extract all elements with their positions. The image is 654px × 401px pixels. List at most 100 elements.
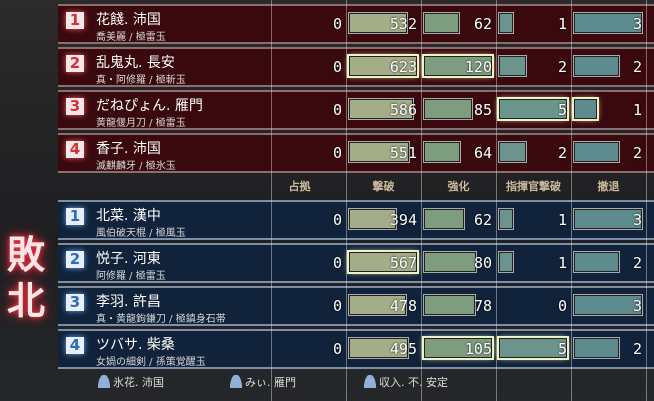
stat-retreat: 3 bbox=[571, 6, 646, 42]
rank-badge: 1 bbox=[66, 208, 84, 225]
stat-retreat: 2 bbox=[571, 245, 646, 281]
commander-kills-value: 0 bbox=[557, 297, 567, 315]
commander-kills-bar bbox=[498, 251, 514, 273]
retreat-bar bbox=[573, 251, 620, 273]
retreat-value: 2 bbox=[632, 254, 642, 272]
stat-boost: 62 bbox=[421, 202, 496, 238]
kills-value: 623 bbox=[389, 58, 417, 76]
stat-retreat: 3 bbox=[571, 288, 646, 324]
stat-capture: 0 bbox=[271, 49, 346, 85]
user-icon bbox=[98, 375, 110, 388]
retreat-bar bbox=[573, 55, 620, 77]
commander-kills-bar bbox=[498, 141, 527, 163]
commander-kills-bar bbox=[498, 208, 514, 230]
kills-bar bbox=[348, 208, 397, 230]
capture-value: 0 bbox=[332, 254, 342, 272]
user-icon bbox=[364, 375, 376, 388]
kills-bar bbox=[348, 337, 409, 359]
boost-value: 85 bbox=[473, 101, 492, 119]
kills-bar bbox=[348, 141, 410, 163]
stat-commander-kills: 1 bbox=[496, 245, 571, 281]
stat-capture: 0 bbox=[271, 288, 346, 324]
player-row: 4 香子. 沛国 滅麒麟牙 / 極氷玉 0 551 64 2 2 bbox=[58, 133, 654, 173]
player-row: 1 花餞. 沛国 喬美麗 / 極雷玉 0 532 62 1 3 bbox=[58, 4, 654, 44]
commander-kills-value: 5 bbox=[557, 340, 567, 358]
player-row: 4 ツバサ. 柴桑 女媧の細剣 / 孫策覚醒玉 0 495 105 5 2 bbox=[58, 329, 654, 369]
stat-boost: 105 bbox=[421, 331, 496, 367]
capture-value: 0 bbox=[332, 211, 342, 229]
capture-value: 0 bbox=[332, 144, 342, 162]
defeat-label: 敗北 bbox=[6, 232, 45, 323]
rank-badge: 1 bbox=[66, 12, 84, 29]
player-row: 3 だねぴょん. 雁門 黄龍偃月刀 / 極雷玉 0 586 85 5 1 bbox=[58, 90, 654, 130]
player-equipment: 女媧の細剣 / 孫策覚醒玉 bbox=[96, 357, 206, 368]
capture-value: 0 bbox=[332, 101, 342, 119]
kills-value: 478 bbox=[389, 297, 417, 315]
stat-commander-kills: 5 bbox=[496, 331, 571, 367]
rank-badge: 3 bbox=[66, 98, 84, 115]
boost-bar bbox=[423, 251, 477, 273]
rank-badge: 2 bbox=[66, 55, 84, 72]
stat-commander-kills: 0 bbox=[496, 288, 571, 324]
player-row: 2 悦子. 河東 阿修羅 / 極雷玉 0 567 80 1 2 bbox=[58, 243, 654, 283]
player-row: 2 乱鬼丸. 長安 真・阿修羅 / 極斬玉 0 623 120 2 2 bbox=[58, 47, 654, 87]
boost-bar bbox=[422, 54, 494, 78]
boost-value: 80 bbox=[473, 254, 492, 272]
stat-boost: 64 bbox=[421, 135, 496, 171]
stat-boost: 62 bbox=[421, 6, 496, 42]
boost-bar bbox=[423, 141, 461, 163]
commander-kills-value: 1 bbox=[557, 254, 567, 272]
stat-retreat: 2 bbox=[571, 135, 646, 171]
stat-kills: 567 bbox=[346, 245, 421, 281]
stat-boost: 85 bbox=[421, 92, 496, 128]
player-equipment: 阿修羅 / 極雷玉 bbox=[96, 271, 166, 282]
stat-kills: 394 bbox=[346, 202, 421, 238]
kills-value: 532 bbox=[389, 15, 417, 33]
stat-retreat: 2 bbox=[571, 331, 646, 367]
player-name: 花餞. 沛国 bbox=[96, 12, 161, 28]
stat-capture: 0 bbox=[271, 202, 346, 238]
kills-value: 586 bbox=[389, 101, 417, 119]
stat-boost: 78 bbox=[421, 288, 496, 324]
kills-value: 567 bbox=[389, 254, 417, 272]
capture-value: 0 bbox=[332, 15, 342, 33]
retreat-value: 3 bbox=[632, 211, 642, 229]
stat-retreat: 2 bbox=[571, 49, 646, 85]
player-equipment: 黄龍偃月刀 / 極雷玉 bbox=[96, 118, 186, 129]
kills-bar bbox=[348, 12, 408, 34]
boost-value: 62 bbox=[473, 211, 492, 229]
capture-value: 0 bbox=[332, 340, 342, 358]
stat-retreat: 1 bbox=[571, 92, 646, 128]
rank-badge: 4 bbox=[66, 141, 84, 158]
player-row: 1 北菜. 漢中 風伯破天棍 / 極風玉 0 394 62 1 3 bbox=[58, 200, 654, 240]
rank-badge: 2 bbox=[66, 251, 84, 268]
player-name: 乱鬼丸. 長安 bbox=[96, 55, 175, 71]
boost-value: 64 bbox=[473, 144, 492, 162]
boost-value: 105 bbox=[464, 340, 492, 358]
stat-retreat: 3 bbox=[571, 202, 646, 238]
kills-bar bbox=[347, 54, 419, 78]
player-name: 李羽. 許昌 bbox=[96, 294, 161, 310]
boost-value: 62 bbox=[473, 15, 492, 33]
player-equipment: 滅麒麟牙 / 極氷玉 bbox=[96, 161, 176, 172]
kills-value: 394 bbox=[389, 211, 417, 229]
kills-value: 551 bbox=[389, 144, 417, 162]
stat-kills: 478 bbox=[346, 288, 421, 324]
spectator: 収入. 不. 安定 bbox=[364, 374, 448, 390]
commander-kills-bar bbox=[497, 97, 569, 121]
stat-capture: 0 bbox=[271, 245, 346, 281]
rank-badge: 4 bbox=[66, 337, 84, 354]
column-header-row: 占拠 撃破 強化 指揮官撃破 撤退 bbox=[0, 173, 654, 198]
stat-capture: 0 bbox=[271, 135, 346, 171]
stat-boost: 120 bbox=[421, 49, 496, 85]
player-equipment: 真・黄龍鉤鎌刀 / 極鎮身石帯 bbox=[96, 314, 226, 325]
commander-kills-value: 1 bbox=[557, 15, 567, 33]
kills-value: 495 bbox=[389, 340, 417, 358]
retreat-value: 1 bbox=[632, 101, 642, 119]
header-retreat: 撤退 bbox=[597, 180, 620, 193]
boost-bar bbox=[423, 12, 460, 34]
retreat-bar bbox=[573, 12, 643, 34]
player-name: ツバサ. 柴桑 bbox=[96, 337, 175, 353]
boost-bar bbox=[423, 98, 473, 120]
user-icon bbox=[230, 375, 242, 388]
